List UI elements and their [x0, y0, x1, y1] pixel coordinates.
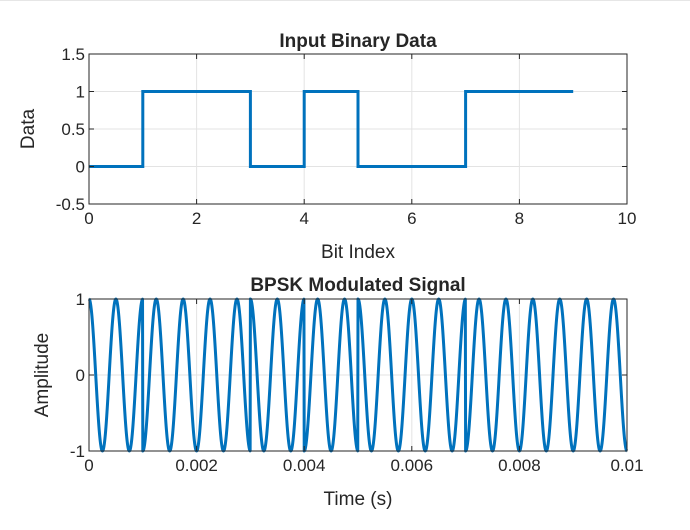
binary-data-plot: 0 2 4 6 8 10-0.500.511.5 Input Binary Data Bi…	[18, 31, 636, 263]
bpsk-signal-plot: 0 0.002 0.004 0.006 0.008 0.01-101 BPSK Modul…	[32, 275, 644, 510]
x-tick-label: 0	[84, 456, 93, 475]
y-tick-label: -0.5	[56, 195, 85, 214]
x-tick-label: 0.002	[175, 456, 218, 475]
y-tick-label: -1	[70, 442, 85, 461]
figure-top-border	[0, 0, 690, 1]
data-series-line	[89, 90, 574, 168]
x-tick-label: 2	[192, 209, 201, 228]
ticks: 0 2 4 6 8 10-0.500.511.5	[56, 45, 637, 228]
y-tick-label: 1.5	[61, 45, 85, 64]
x-tick-label: 0.006	[391, 456, 434, 475]
x-tick-label: 0.01	[610, 456, 643, 475]
x-tick-label: 8	[515, 209, 524, 228]
chart-title: BPSK Modulated Signal	[250, 275, 465, 296]
x-tick-label: 0	[84, 209, 93, 228]
x-axis-label: Time (s)	[324, 489, 393, 510]
y-axis-label: Amplitude	[32, 333, 53, 418]
y-tick-label: 0	[76, 366, 85, 385]
y-tick-label: 0	[76, 158, 85, 177]
y-axis-label: Data	[18, 109, 39, 150]
y-tick-label: 1	[76, 83, 85, 102]
data-line-group	[89, 90, 574, 168]
y-tick-label: 1	[76, 290, 85, 309]
x-tick-label: 10	[618, 209, 637, 228]
y-tick-label: 0.5	[61, 120, 85, 139]
ticks: 0 0.002 0.004 0.006 0.008 0.01-101	[70, 290, 644, 475]
x-axis-label: Bit Index	[321, 242, 395, 263]
x-tick-label: 4	[299, 209, 308, 228]
x-tick-label: 6	[407, 209, 416, 228]
x-tick-label: 0.008	[498, 456, 541, 475]
chart-title: Input Binary Data	[279, 31, 437, 52]
x-tick-label: 0.004	[283, 456, 326, 475]
